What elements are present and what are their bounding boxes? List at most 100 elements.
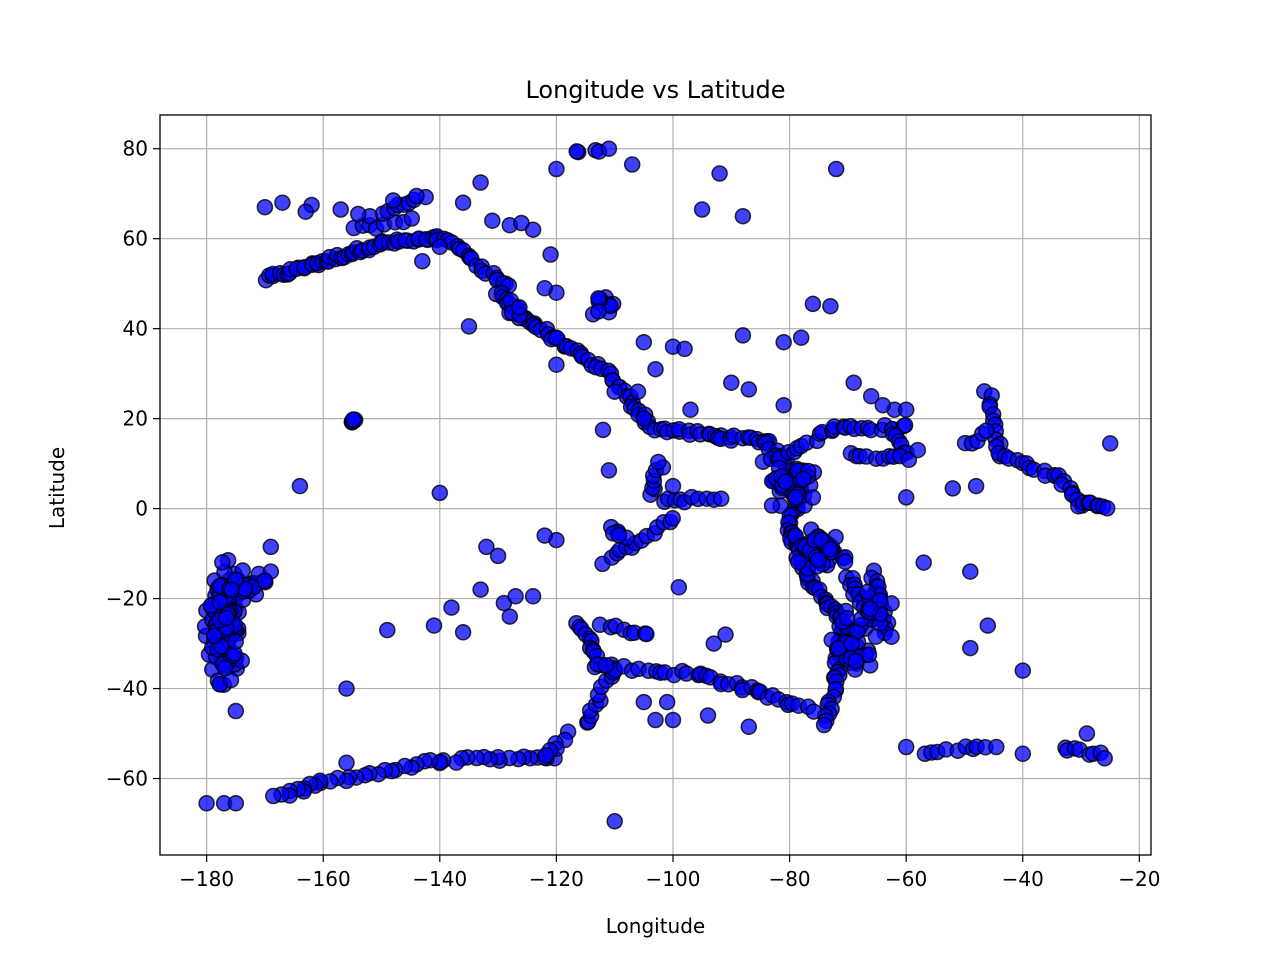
- data-point: [513, 214, 530, 232]
- data-point: [262, 538, 280, 556]
- x-tick-label: −80: [768, 867, 810, 891]
- data-point: [967, 477, 985, 495]
- x-tick-label: −40: [1002, 867, 1044, 891]
- data-point: [897, 738, 915, 756]
- data-point: [403, 210, 421, 227]
- y-tick-label: 80: [123, 137, 148, 161]
- data-point: [915, 554, 932, 571]
- y-tick-label: 0: [135, 497, 148, 521]
- y-axis-label: Latitude: [45, 447, 69, 529]
- data-point: [454, 624, 472, 641]
- data-point: [408, 187, 425, 205]
- data-point: [1096, 750, 1113, 767]
- data-point: [699, 707, 717, 724]
- data-point: [867, 628, 885, 645]
- data-point: [794, 470, 812, 488]
- data-point: [740, 718, 758, 736]
- data-point: [460, 318, 478, 335]
- data-point: [1078, 725, 1096, 742]
- y-tick-label: −40: [106, 677, 148, 701]
- x-tick-label: −60: [885, 867, 927, 891]
- data-point: [227, 633, 244, 650]
- data-point: [676, 340, 693, 358]
- data-point: [979, 617, 997, 634]
- data-point: [536, 527, 553, 544]
- data-point: [897, 401, 915, 418]
- data-point: [472, 581, 489, 598]
- data-point: [734, 327, 752, 344]
- data-point: [860, 646, 878, 663]
- data-point: [1014, 745, 1032, 763]
- data-point: [507, 588, 524, 605]
- data-point: [600, 462, 618, 479]
- data-point: [775, 333, 792, 351]
- data-point: [705, 635, 723, 652]
- data-point: [635, 693, 653, 711]
- data-point: [962, 563, 979, 580]
- data-point: [489, 547, 507, 565]
- data-point: [670, 579, 688, 596]
- data-point: [223, 581, 240, 599]
- data-point: [265, 787, 282, 805]
- data-point: [218, 609, 235, 627]
- data-point: [775, 396, 792, 414]
- y-tick-label: 20: [123, 407, 148, 431]
- data-point: [524, 588, 542, 605]
- axis-ticks: −180 −160 −140 −120 −100 −80 −60 −40 −20 −60 −40 −2…: [106, 137, 1161, 891]
- data-point: [862, 387, 880, 405]
- data-point: [988, 738, 1005, 756]
- data-point: [638, 625, 655, 643]
- x-tick-label: −180: [179, 867, 234, 891]
- data-point: [256, 198, 274, 216]
- data-point: [838, 609, 856, 627]
- data-point: [297, 203, 314, 220]
- data-point: [635, 410, 653, 427]
- data-point: [792, 329, 810, 346]
- x-axis-label: Longitude: [606, 914, 705, 938]
- data-point: [711, 165, 728, 182]
- data-point: [827, 160, 845, 178]
- data-point: [216, 659, 234, 677]
- data-point: [717, 626, 734, 643]
- data-point: [606, 383, 623, 400]
- data-point: [810, 551, 827, 568]
- data-point: [214, 554, 231, 571]
- data-point: [874, 396, 892, 414]
- data-point: [414, 252, 431, 270]
- data-point: [484, 212, 501, 229]
- x-tick-label: −120: [529, 867, 584, 891]
- data-point: [1101, 435, 1119, 452]
- data-point: [836, 553, 854, 571]
- data-point: [822, 297, 839, 315]
- data-point: [431, 484, 449, 502]
- data-point: [205, 627, 223, 645]
- data-point: [787, 489, 805, 506]
- y-tick-label: 40: [123, 317, 148, 341]
- data-point: [431, 238, 449, 256]
- data-point: [384, 192, 402, 209]
- data-point: [845, 374, 862, 391]
- chart-title: Longitude vs Latitude: [525, 76, 785, 104]
- data-point: [978, 422, 995, 439]
- data-point: [548, 356, 565, 373]
- data-point: [909, 441, 927, 459]
- data-point: [635, 333, 653, 351]
- data-point: [944, 480, 962, 497]
- data-point: [847, 652, 865, 670]
- grid: [160, 115, 1151, 855]
- data-point: [843, 635, 860, 652]
- y-tick-label: −20: [106, 587, 148, 611]
- data-point: [501, 608, 519, 625]
- data-point: [693, 201, 711, 218]
- data-point: [332, 201, 349, 218]
- y-tick-label: −60: [106, 767, 148, 791]
- data-point: [804, 295, 822, 313]
- data-point: [647, 360, 664, 378]
- data-point: [804, 489, 822, 506]
- data-point: [211, 593, 229, 611]
- data-point: [897, 489, 915, 506]
- data-point: [712, 490, 730, 507]
- data-point: [443, 599, 460, 616]
